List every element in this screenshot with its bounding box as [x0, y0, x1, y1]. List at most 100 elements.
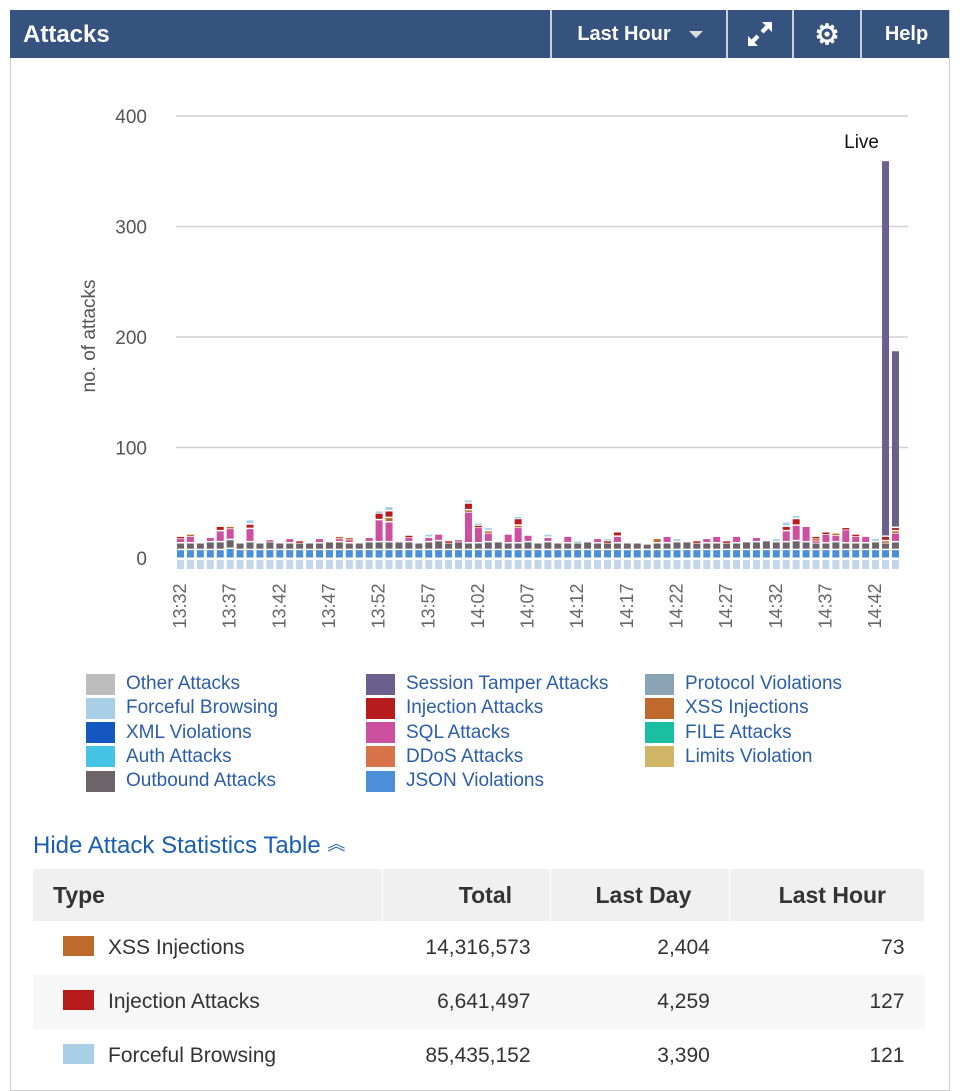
bar-segment: [385, 507, 393, 510]
x-tick: [544, 560, 552, 569]
x-tick: [464, 560, 472, 569]
bar-segment: [862, 550, 870, 558]
legend-item[interactable]: Auth Attacks: [86, 745, 232, 769]
bar-segment: [613, 532, 621, 536]
x-tick: [802, 560, 810, 569]
table-row: Forceful Browsing 85,435,152 3,390 121: [33, 1029, 925, 1083]
bar-segment: [216, 550, 224, 558]
x-tick-label: 13:42: [269, 583, 289, 628]
bar-segment: [643, 550, 651, 558]
bar-segment: [633, 543, 641, 549]
legend-item[interactable]: Limits Violation: [645, 745, 812, 769]
bar-segment: [256, 543, 264, 549]
bar-segment: [474, 550, 482, 558]
bar-segment: [455, 542, 463, 549]
bar-segment: [296, 543, 304, 549]
x-tick-label: 13:32: [170, 583, 190, 628]
col-last-hour[interactable]: Last Hour: [729, 869, 925, 921]
bar-segment: [564, 543, 572, 549]
bar-segment: [852, 536, 860, 543]
time-range-value: Last Hour: [577, 22, 671, 45]
bar-segment: [514, 550, 522, 558]
bar-segment: [693, 543, 701, 549]
x-tick-label: 14:12: [567, 583, 587, 628]
x-tick: [405, 560, 413, 569]
x-tick: [514, 560, 522, 569]
bar-segment: [703, 543, 711, 549]
bar-segment: [474, 523, 482, 526]
bar-segment: [484, 531, 492, 533]
bar-segment: [603, 543, 611, 549]
bar-segment: [375, 513, 383, 519]
bar-segment: [464, 503, 472, 509]
bar-segment: [206, 538, 214, 541]
bar-segment: [455, 540, 463, 542]
bar-segment: [514, 517, 522, 519]
x-tick: [484, 560, 492, 569]
legend-item[interactable]: Outbound Attacks: [86, 769, 276, 793]
bar-segment: [226, 540, 234, 548]
bar-segment: [782, 550, 790, 558]
settings-button[interactable]: ⚙: [792, 10, 860, 58]
bar-segment: [802, 542, 810, 549]
x-tick: [663, 560, 671, 569]
bar-segment: [425, 534, 433, 537]
help-button[interactable]: Help: [860, 10, 951, 58]
time-range-dropdown[interactable]: Last Hour: [550, 10, 728, 58]
bar-segment: [445, 550, 453, 558]
x-tick: [564, 560, 572, 569]
bar-segment: [891, 528, 899, 530]
bar-segment: [891, 533, 899, 541]
bar-segment: [594, 550, 602, 558]
bar-segment: [425, 550, 433, 558]
x-tick: [673, 560, 681, 569]
bar-segment: [743, 542, 751, 549]
x-tick: [683, 560, 691, 569]
bar-segment: [484, 550, 492, 558]
col-last-day[interactable]: Last Day: [550, 869, 731, 921]
legend-item[interactable]: JSON Violations: [366, 769, 544, 793]
bar-segment: [852, 534, 860, 537]
bar-segment: [891, 531, 899, 533]
legend-swatch: [86, 722, 115, 744]
bar-segment: [802, 526, 810, 541]
col-total[interactable]: Total: [382, 869, 551, 921]
bar-segment: [584, 542, 592, 549]
expand-button[interactable]: [726, 10, 792, 58]
legend-item[interactable]: FILE Attacks: [645, 721, 792, 745]
bar-segment: [703, 539, 711, 543]
x-tick: [335, 560, 343, 569]
bar-segment: [375, 520, 383, 541]
col-type[interactable]: Type: [33, 869, 384, 921]
bar-segment: [196, 550, 204, 558]
bar-segment: [524, 550, 532, 558]
bar-segment: [246, 550, 254, 558]
legend-item[interactable]: XSS Injections: [645, 696, 809, 720]
legend-item[interactable]: Protocol Violations: [645, 672, 842, 696]
legend-item[interactable]: DDoS Attacks: [366, 745, 523, 769]
x-tick: [713, 560, 721, 569]
panel-title: Attacks: [23, 21, 110, 48]
bar-segment: [276, 543, 284, 549]
legend-item[interactable]: Session Tamper Attacks: [366, 672, 608, 696]
x-tick: [206, 560, 214, 569]
hide-stats-table-link[interactable]: Hide Attack Statistics Table ︽: [33, 830, 345, 860]
color-swatch: [63, 1044, 94, 1064]
legend-item[interactable]: Forceful Browsing: [86, 696, 278, 720]
bar-segment: [504, 543, 512, 549]
legend-item[interactable]: Other Attacks: [86, 672, 240, 696]
x-tick: [415, 560, 423, 569]
x-tick-label: 14:07: [518, 583, 538, 628]
bar-segment: [177, 536, 184, 539]
bar-segment: [812, 541, 820, 543]
day-cell: 2,404: [657, 936, 710, 959]
legend-item[interactable]: SQL Attacks: [366, 721, 510, 745]
bar-segment: [246, 529, 254, 541]
bar-segment: [256, 550, 264, 558]
legend-item[interactable]: XML Violations: [86, 721, 252, 745]
bar-segment: [355, 543, 363, 549]
legend-item[interactable]: Injection Attacks: [366, 696, 543, 720]
bar-segment: [544, 538, 552, 541]
bar-segment: [355, 550, 363, 558]
bar-segment: [335, 536, 343, 539]
